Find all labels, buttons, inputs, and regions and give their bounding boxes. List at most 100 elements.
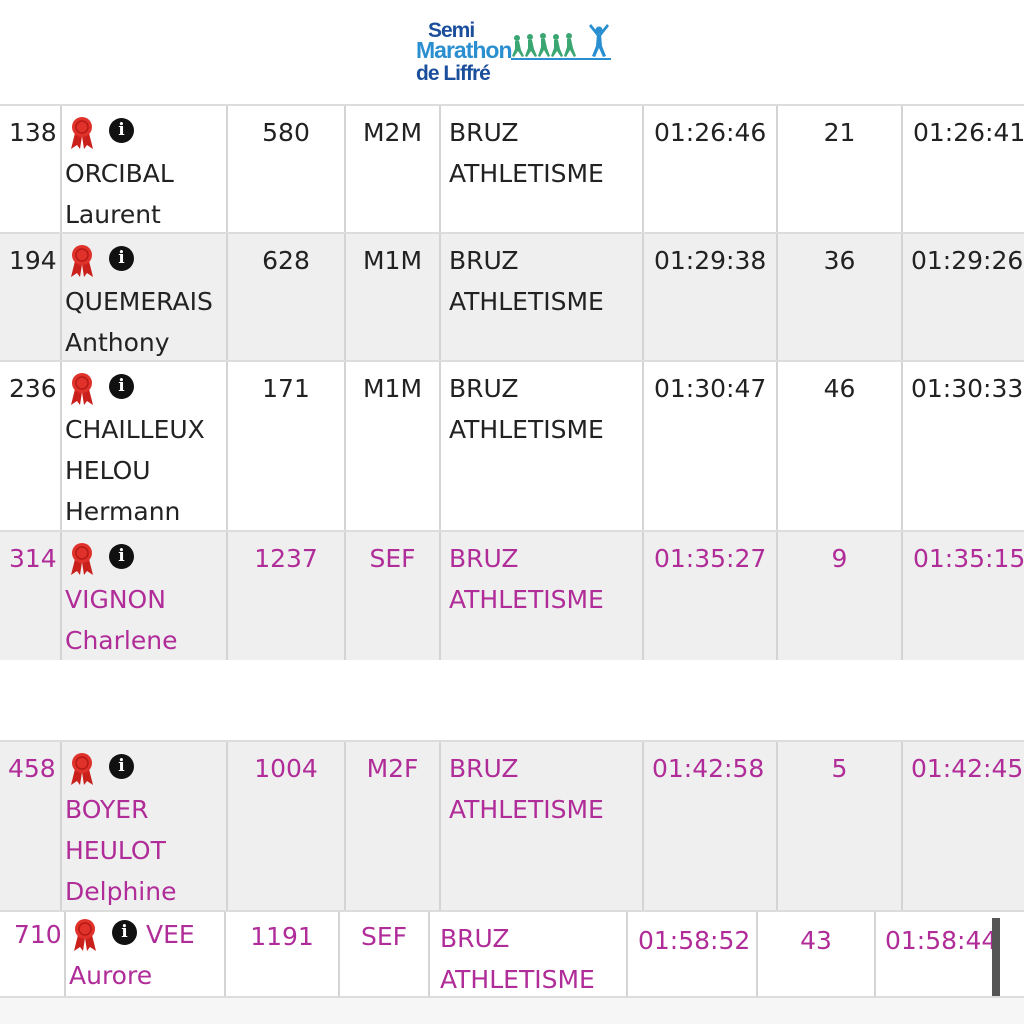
category-rank-value: 5 [831, 754, 848, 783]
category-rank-value: 46 [823, 374, 856, 403]
category-rank-cell: 9 [778, 532, 903, 660]
bib-value: 1191 [250, 922, 314, 951]
bib-value: 171 [262, 374, 310, 403]
bib-value: 1004 [254, 754, 318, 783]
category-value: M2M [362, 118, 423, 147]
real-time-value: 01:58:44 [885, 926, 998, 955]
runner-name-second-line[interactable]: Aurore [69, 961, 153, 990]
club-cell: BRUZ ATHLETISME [441, 532, 644, 660]
runner-name[interactable]: BOYER HEULOT Delphine [65, 789, 176, 912]
category-value: SEF [369, 544, 416, 573]
logo-line-3: de Liffré [416, 62, 491, 85]
bib-cell: 628 [228, 234, 346, 362]
club-line: BRUZ [440, 924, 510, 953]
rank-cell: 138 [0, 106, 62, 234]
category-rank-cell: 21 [778, 106, 903, 234]
time-value: 01:58:52 [638, 926, 751, 955]
club-line: BRUZ [449, 374, 519, 403]
rank-cell: 194 [0, 234, 62, 362]
rank-value: 236 [9, 374, 57, 403]
club-cell: BRUZ ATHLETISME [441, 362, 644, 532]
name-line: CHAILLEUX [65, 415, 205, 444]
bib-cell: 580 [228, 106, 346, 234]
name-line: Delphine [65, 877, 177, 906]
name-cell[interactable]: i CHAILLEUX HELOU Hermann [62, 362, 228, 532]
info-icon[interactable]: i [109, 754, 134, 779]
name-line: Laurent [65, 200, 161, 229]
club-name: BRUZ ATHLETISME [449, 538, 604, 620]
bib-value: 628 [262, 246, 310, 275]
category-cell: SEF [340, 912, 430, 998]
time-value: 01:35:27 [654, 544, 767, 573]
table-row: 458 i BOYER HEULOT Delphine 1004 M2F BRU… [0, 740, 1024, 912]
ribbon-award-icon[interactable] [67, 752, 97, 786]
real-time-cell: 01:26:41 [903, 106, 1024, 234]
real-time-cell: 01:42:45 [903, 742, 1024, 912]
table-row: 236 i CHAILLEUX HELOU Hermann 171 M1M BR… [0, 360, 1024, 532]
info-icon[interactable]: i [109, 118, 134, 143]
name-cell[interactable]: i VIGNON Charlene [62, 532, 228, 660]
club-line: BRUZ [449, 754, 519, 783]
category-cell: M1M [346, 362, 441, 532]
rank-cell: 236 [0, 362, 62, 532]
table-row: 314 i VIGNON Charlene 1237 SEF BRUZ ATHL… [0, 530, 1024, 660]
club-line: ATHLETISME [449, 585, 604, 614]
runner-name-first-line[interactable]: VEE [146, 920, 195, 949]
category-cell: M1M [346, 234, 441, 362]
bib-cell: 1004 [228, 742, 346, 912]
real-time-cell: 01:35:15 [903, 532, 1024, 660]
real-time-cell: 01:30:33 [903, 362, 1024, 532]
name-cell[interactable]: i VEE Aurore [66, 912, 226, 998]
table-row: 138 i ORCIBAL Laurent 580 M2M BRUZ ATHLE… [0, 104, 1024, 234]
club-name: BRUZ ATHLETISME [440, 918, 595, 1000]
name-line: BOYER [65, 795, 149, 824]
bib-cell: 171 [228, 362, 346, 532]
real-time-value: 01:26:41 [913, 118, 1024, 147]
info-icon[interactable]: i [112, 920, 137, 945]
ribbon-award-icon[interactable] [70, 918, 100, 952]
category-rank-value: 9 [831, 544, 848, 573]
club-line: BRUZ [449, 544, 519, 573]
club-cell: BRUZ ATHLETISME [441, 106, 644, 234]
table-row: 710 i VEE Aurore 1191 SEF BRUZ ATHLETISM… [0, 910, 1024, 998]
bib-cell: 1237 [228, 532, 346, 660]
name-cell[interactable]: i BOYER HEULOT Delphine [62, 742, 228, 912]
ribbon-award-icon[interactable] [67, 542, 97, 576]
category-cell: M2M [346, 106, 441, 234]
runner-name[interactable]: CHAILLEUX HELOU Hermann [65, 409, 205, 532]
runner-name[interactable]: VIGNON Charlene [65, 579, 177, 661]
bottom-strip [0, 998, 1024, 1024]
runner-name[interactable]: QUEMERAIS Anthony [65, 281, 213, 363]
info-icon[interactable]: i [109, 246, 134, 271]
category-value: M1M [362, 374, 423, 403]
club-line: ATHLETISME [449, 415, 604, 444]
club-line: ATHLETISME [449, 159, 604, 188]
real-time-value: 01:42:45 [911, 754, 1024, 783]
ribbon-award-icon[interactable] [67, 372, 97, 406]
ribbon-award-icon[interactable] [67, 116, 97, 150]
time-cell: 01:29:38 [644, 234, 778, 362]
time-value: 01:42:58 [652, 754, 765, 783]
category-rank-cell: 36 [778, 234, 903, 362]
runner-name[interactable]: ORCIBAL Laurent [65, 153, 174, 235]
scrollbar-thumb[interactable] [992, 918, 1000, 1002]
ribbon-award-icon[interactable] [67, 244, 97, 278]
club-line: ATHLETISME [449, 287, 604, 316]
name-cell[interactable]: i QUEMERAIS Anthony [62, 234, 228, 362]
row-gap [0, 660, 1024, 740]
real-time-cell: 01:58:44 [876, 912, 1024, 998]
club-cell: BRUZ ATHLETISME [430, 912, 628, 998]
info-icon[interactable]: i [109, 374, 134, 399]
category-cell: M2F [346, 742, 441, 912]
rank-value: 458 [8, 754, 56, 783]
name-cell[interactable]: i ORCIBAL Laurent [62, 106, 228, 234]
table-bottom-border [0, 996, 1024, 998]
category-value: M1M [362, 246, 423, 275]
category-value: SEF [360, 922, 408, 951]
info-icon[interactable]: i [109, 544, 134, 569]
real-time-value: 01:35:15 [913, 544, 1024, 573]
rank-value: 710 [14, 920, 62, 949]
name-line: Charlene [65, 626, 178, 655]
name-line: HEULOT [65, 836, 166, 865]
